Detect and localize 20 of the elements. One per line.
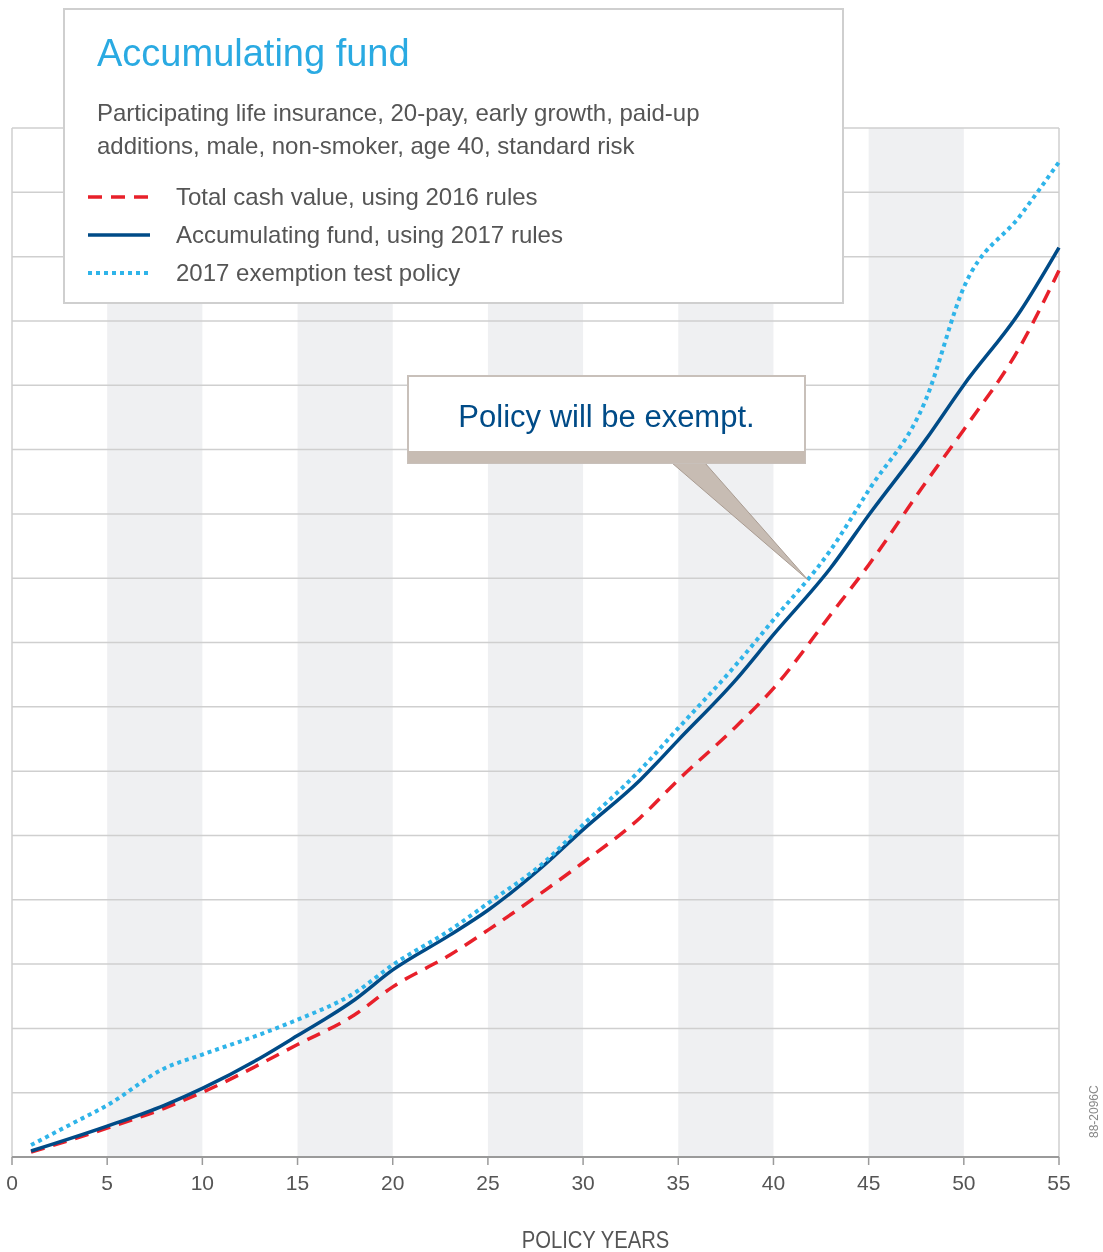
x-tick-label: 50: [952, 1171, 976, 1194]
legend-label: Total cash value, using 2016 rules: [176, 183, 538, 210]
x-tick-label: 45: [856, 1171, 881, 1194]
x-tick-label: 35: [666, 1171, 690, 1194]
x-tick-label: 30: [571, 1171, 595, 1194]
chart-subtitle: Participating life insurance, 20-pay, early growth, paid-up additions, male, non-smoker, age 40, standard risk: [97, 99, 700, 159]
chart-title: Accumulating fund: [97, 32, 410, 74]
annotation: Policy will be exempt.: [458, 399, 755, 434]
x-tick-label: 10: [190, 1171, 215, 1194]
text: 88-2096C: [1087, 1084, 1101, 1138]
x-tick-label: 20: [381, 1171, 405, 1194]
x-tick-label: 15: [285, 1171, 310, 1194]
x-tick-label: 5: [101, 1171, 114, 1194]
x-tick-label: 25: [476, 1171, 500, 1194]
legend-label: Accumulating fund, using 2017 rules: [176, 221, 563, 248]
x-tick-label: 55: [1047, 1171, 1071, 1194]
x-axis-title: POLICY YEARS: [521, 1226, 670, 1252]
legend-label: 2017 exemption test policy: [176, 259, 461, 286]
x-tick-label: 0: [6, 1171, 18, 1194]
x-tick-label: 40: [761, 1171, 786, 1194]
